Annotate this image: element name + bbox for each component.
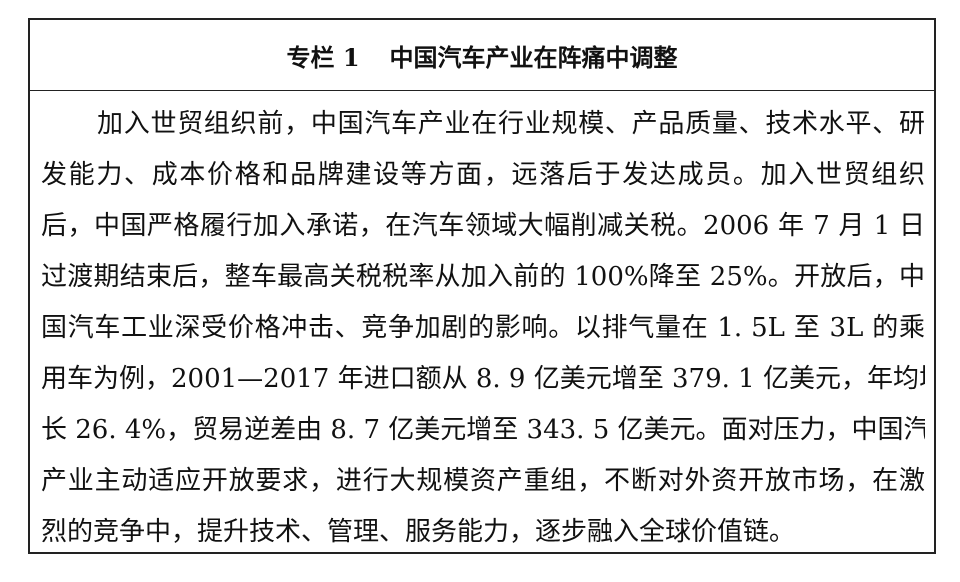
box-label: 专栏 1 bbox=[286, 42, 360, 72]
box-title: 中国汽车产业在阵痛中调整 bbox=[389, 42, 678, 72]
body-line: 用车为例，2001—2017 年进口额从 8. 9 亿美元增至 379. 1 亿… bbox=[41, 364, 925, 394]
body-line: 长 26. 4%，贸易逆差由 8. 7 亿美元增至 343. 5 亿美元。面对压… bbox=[41, 415, 925, 445]
box-body: 加入世贸组织前，中国汽车产业在行业规模、产品质量、技术水平、研 发能力、成本价格… bbox=[41, 104, 925, 563]
body-line: 过渡期结束后，整车最高关税税率从加入前的 100%降至 25%。开放后，中 bbox=[41, 262, 925, 292]
body-line: 烈的竞争中，提升技术、管理、服务能力，逐步融入全球价值链。 bbox=[41, 517, 796, 547]
body-line: 发能力、成本价格和品牌建设等方面，远落后于发达成员。加入世贸组织 bbox=[41, 160, 925, 190]
body-line: 产业主动适应开放要求，进行大规模资产重组，不断对外资开放市场，在激 bbox=[41, 466, 925, 496]
box-header: 专栏 1 中国汽车产业在阵痛中调整 bbox=[30, 20, 934, 91]
body-line: 后，中国严格履行加入承诺，在汽车领域大幅削减关税。2006 年 7 月 1 日 bbox=[41, 211, 925, 241]
body-line: 加入世贸组织前，中国汽车产业在行业规模、产品质量、技术水平、研 bbox=[97, 109, 925, 139]
sidebar-box: 专栏 1 中国汽车产业在阵痛中调整 加入世贸组织前，中国汽车产业在行业规模、产品… bbox=[28, 18, 936, 554]
body-line: 国汽车工业深受价格冲击、竞争加剧的影响。以排气量在 1. 5L 至 3L 的乘 bbox=[41, 313, 925, 343]
